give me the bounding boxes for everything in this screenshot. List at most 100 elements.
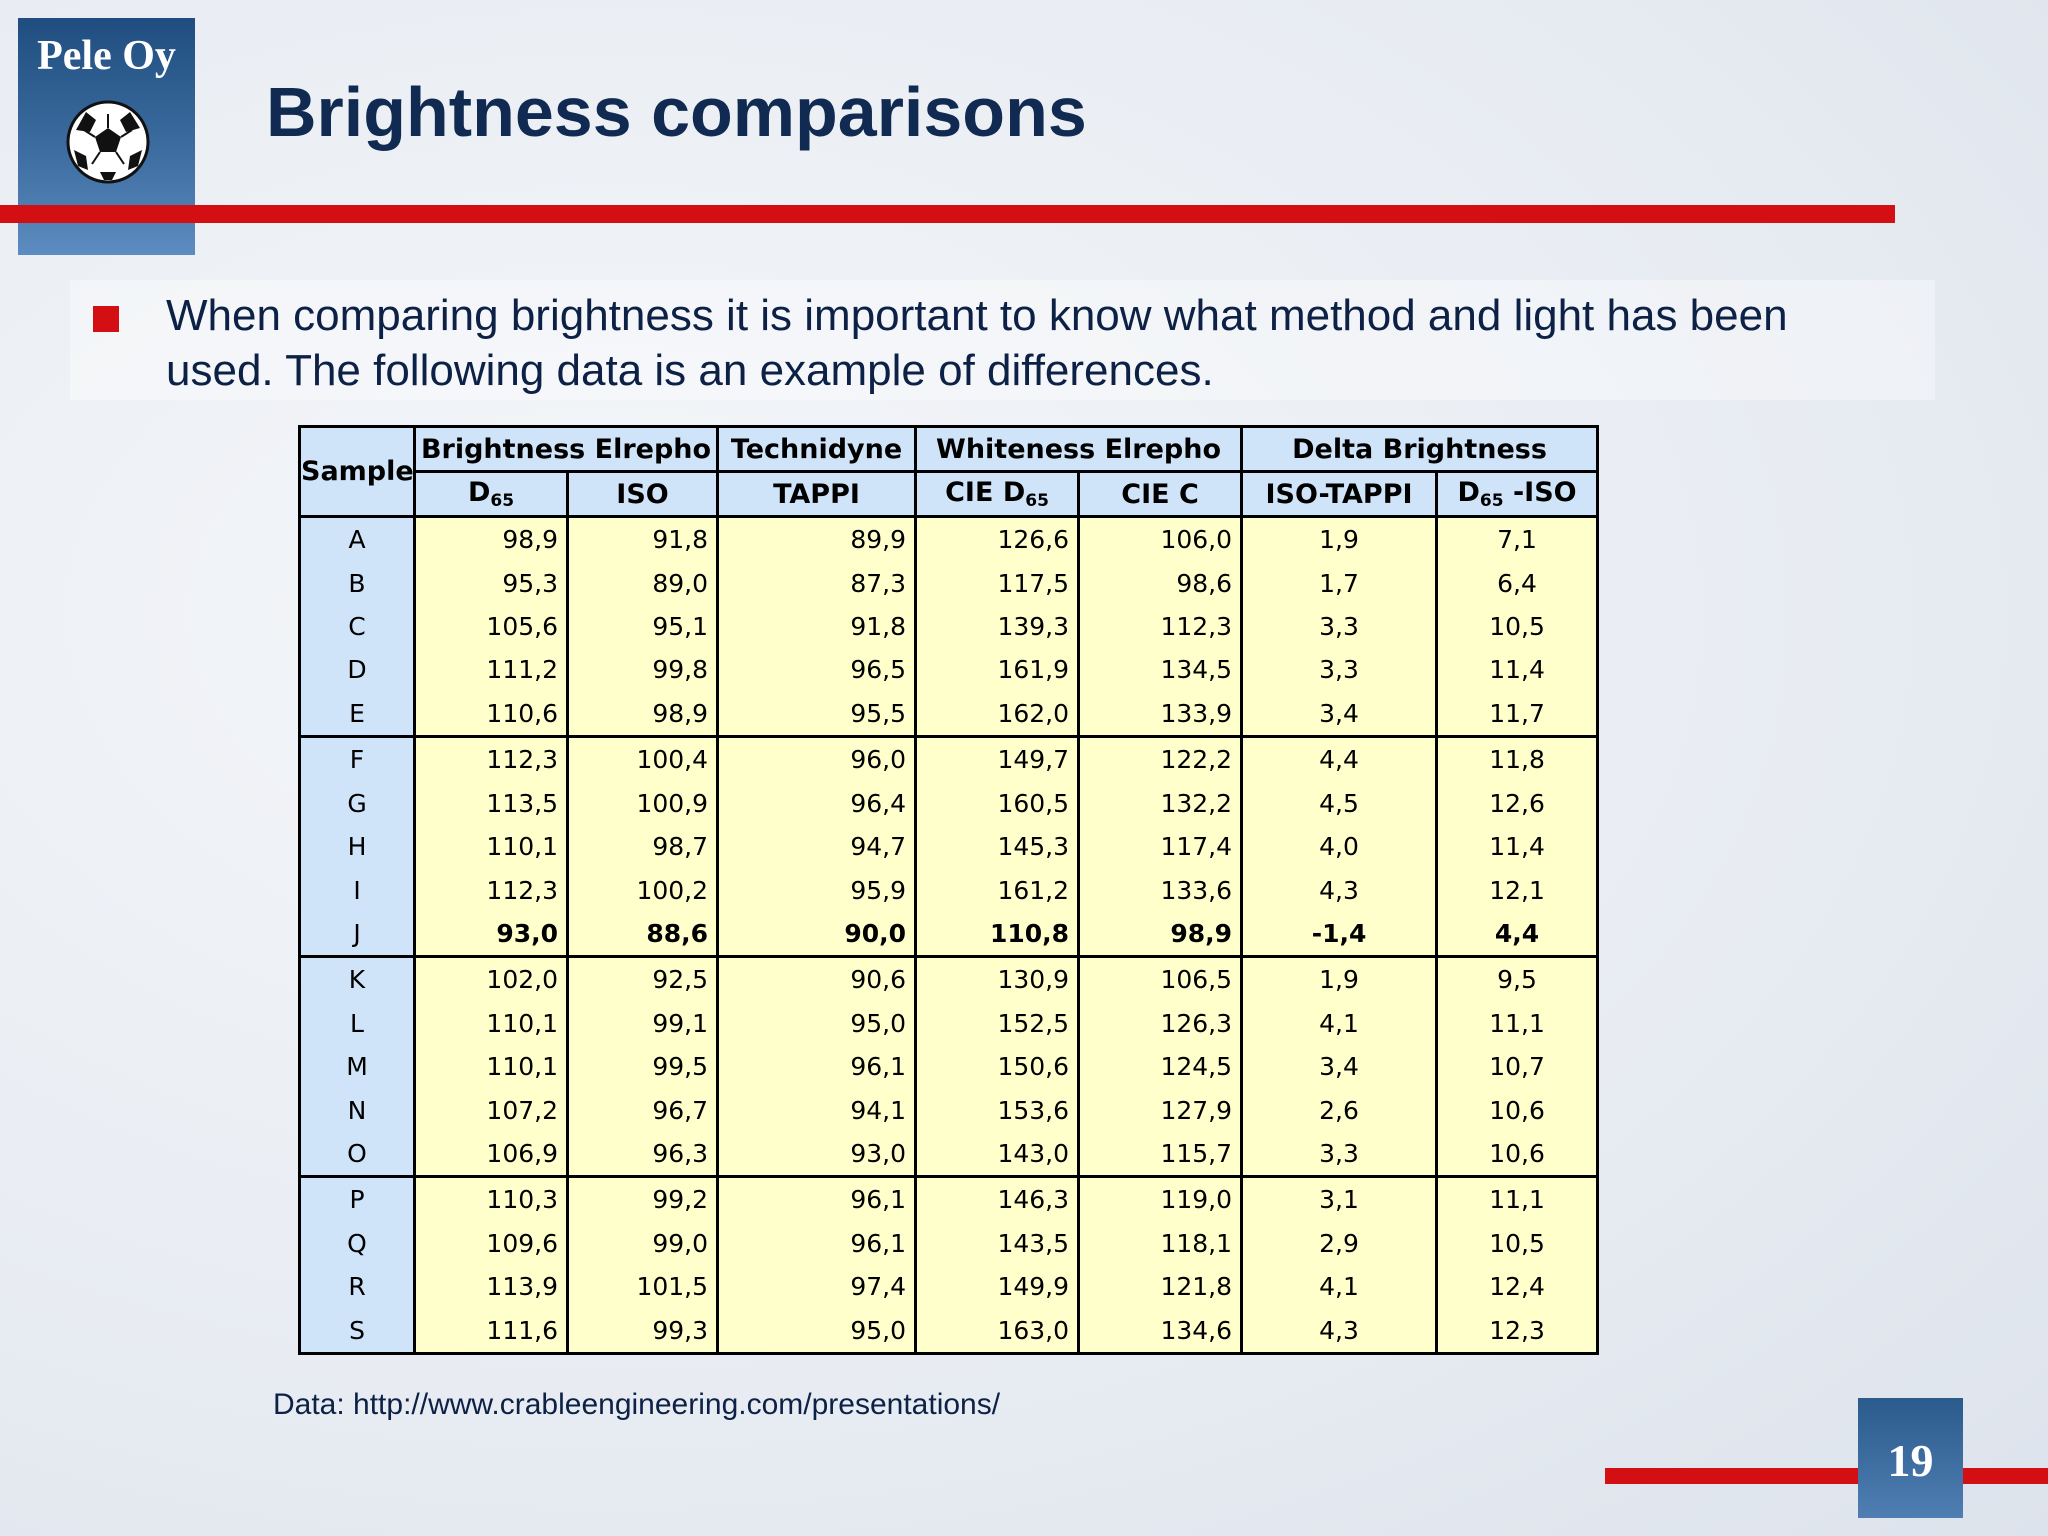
cell-tappi: 95,0 [716, 1001, 918, 1045]
cell-sample: F [298, 735, 416, 782]
cell-iso: 100,4 [565, 735, 720, 782]
cell-iso-tappi: 4,1 [1240, 1265, 1439, 1309]
cell-iso: 96,7 [565, 1088, 720, 1132]
cell-iso-tappi: 4,1 [1240, 1001, 1439, 1045]
cell-iso: 98,7 [565, 824, 720, 869]
sub-header-row: D65 ISO TAPPI CIE D65 CIE C ISO-TAPPI D6… [300, 470, 1600, 518]
cell-d65: 110,1 [413, 1044, 569, 1089]
table-row: O 106,9 96,3 93,0 143,0 115,7 3,3 10,6 [298, 1131, 1600, 1177]
cell-d65-iso: 10,5 [1435, 1221, 1600, 1266]
table-row: A 98,9 91,8 89,9 126,6 106,0 1,9 7,1 [298, 515, 1600, 562]
cell-d65: 110,1 [413, 1001, 569, 1045]
cell-iso: 100,2 [565, 868, 720, 912]
cell-iso-tappi: 1,9 [1240, 515, 1439, 562]
cell-sample: E [298, 691, 416, 737]
cell-tappi: 93,0 [716, 1131, 918, 1177]
cell-cie-d65: 162,0 [914, 691, 1081, 737]
cell-tappi: 95,5 [716, 691, 918, 737]
cell-sample: D [298, 648, 416, 692]
cell-d65: 109,6 [413, 1221, 569, 1266]
cell-d65: 111,2 [413, 648, 569, 692]
cell-d65-iso: 12,1 [1435, 868, 1600, 912]
cell-tappi: 97,4 [716, 1265, 918, 1309]
cell-iso: 99,0 [565, 1221, 720, 1266]
cell-cie-d65: 161,2 [914, 868, 1081, 912]
title-divider [0, 205, 1895, 223]
table-row: I 112,3 100,2 95,9 161,2 133,6 4,3 12,1 [298, 868, 1600, 912]
cell-cie-c: 124,5 [1077, 1044, 1244, 1089]
table-row: P 110,3 99,2 96,1 146,3 119,0 3,1 11,1 [298, 1175, 1600, 1222]
table-row: M 110,1 99,5 96,1 150,6 124,5 3,4 10,7 [298, 1044, 1600, 1089]
table-row: S 111,6 99,3 95,0 163,0 134,6 4,3 12,3 [298, 1308, 1600, 1354]
cell-tappi: 94,7 [716, 824, 918, 869]
page-number-box: 19 [1858, 1398, 1963, 1518]
cell-tappi: 91,8 [716, 604, 918, 649]
cell-cie-d65: 150,6 [914, 1044, 1081, 1089]
table-row: B 95,3 89,0 87,3 117,5 98,6 1,7 6,4 [298, 561, 1600, 605]
cell-cie-c: 118,1 [1077, 1221, 1244, 1266]
cell-iso-tappi: 1,9 [1240, 955, 1439, 1002]
cell-d65: 112,3 [413, 735, 569, 782]
cell-cie-c: 126,3 [1077, 1001, 1244, 1045]
group-header-brightness-elrepho: Brightness Elrepho [412, 425, 720, 473]
cell-sample: Q [298, 1221, 416, 1266]
cell-d65-iso: 9,5 [1435, 955, 1600, 1002]
cell-iso-tappi: 4,0 [1240, 824, 1439, 869]
cell-cie-d65: 153,6 [914, 1088, 1081, 1132]
brightness-table: Sample Brightness Elrepho Technidyne Whi… [298, 425, 1600, 1355]
cell-iso: 88,6 [565, 911, 720, 957]
cell-d65-iso: 6,4 [1435, 561, 1600, 605]
cell-iso-tappi: 1,7 [1240, 561, 1439, 605]
logo-text: Pele Oy [37, 33, 176, 79]
col-header-iso: ISO [565, 470, 720, 518]
group-header-technidyne: Technidyne [716, 425, 918, 473]
cell-tappi: 96,0 [716, 735, 918, 782]
cell-d65-iso: 11,1 [1435, 1175, 1600, 1222]
cell-d65-iso: 10,7 [1435, 1044, 1600, 1089]
cell-d65-iso: 10,6 [1435, 1131, 1600, 1177]
cell-cie-c: 112,3 [1077, 604, 1244, 649]
cell-iso-tappi: 4,3 [1240, 1308, 1439, 1354]
cell-d65-iso: 10,6 [1435, 1088, 1600, 1132]
cell-sample: O [298, 1131, 416, 1177]
cell-cie-d65: 143,0 [914, 1131, 1081, 1177]
cell-cie-d65: 149,9 [914, 1265, 1081, 1309]
soccer-ball-icon [66, 100, 150, 184]
cell-tappi: 96,1 [716, 1044, 918, 1089]
cell-d65: 110,6 [413, 691, 569, 737]
col-header-sample: Sample [298, 425, 416, 518]
cell-cie-c: 134,6 [1077, 1308, 1244, 1354]
table-row: L 110,1 99,1 95,0 152,5 126,3 4,1 11,1 [298, 1001, 1600, 1045]
cell-cie-d65: 117,5 [914, 561, 1081, 605]
cell-d65: 93,0 [413, 911, 569, 957]
cell-cie-d65: 152,5 [914, 1001, 1081, 1045]
cell-sample: G [298, 781, 416, 825]
cell-tappi: 90,6 [716, 955, 918, 1002]
cell-d65: 110,1 [413, 824, 569, 869]
cell-d65: 111,6 [413, 1308, 569, 1354]
cell-iso-tappi: 4,5 [1240, 781, 1439, 825]
cell-cie-d65: 110,8 [914, 911, 1081, 957]
cell-d65-iso: 11,1 [1435, 1001, 1600, 1045]
cell-d65: 107,2 [413, 1088, 569, 1132]
cell-iso: 99,2 [565, 1175, 720, 1222]
cell-cie-c: 119,0 [1077, 1175, 1244, 1222]
cell-cie-c: 133,6 [1077, 868, 1244, 912]
cell-sample: C [298, 604, 416, 649]
cell-cie-d65: 130,9 [914, 955, 1081, 1002]
cell-tappi: 95,0 [716, 1308, 918, 1354]
cell-iso: 101,5 [565, 1265, 720, 1309]
table-row: G 113,5 100,9 96,4 160,5 132,2 4,5 12,6 [298, 781, 1600, 825]
cell-d65: 95,3 [413, 561, 569, 605]
cell-cie-d65: 160,5 [914, 781, 1081, 825]
cell-cie-d65: 145,3 [914, 824, 1081, 869]
cell-sample: J [298, 911, 416, 957]
group-header-delta-brightness: Delta Brightness [1240, 425, 1600, 473]
cell-cie-d65: 146,3 [914, 1175, 1081, 1222]
table-body: A 98,9 91,8 89,9 126,6 106,0 1,9 7,1 B 95,3 89,0 87… [298, 515, 1600, 1354]
cell-cie-c: 106,5 [1077, 955, 1244, 1002]
cell-cie-d65: 163,0 [914, 1308, 1081, 1354]
table-row: D 111,2 99,8 96,5 161,9 134,5 3,3 11,4 [298, 648, 1600, 692]
cell-cie-d65: 143,5 [914, 1221, 1081, 1266]
cell-tappi: 96,5 [716, 648, 918, 692]
